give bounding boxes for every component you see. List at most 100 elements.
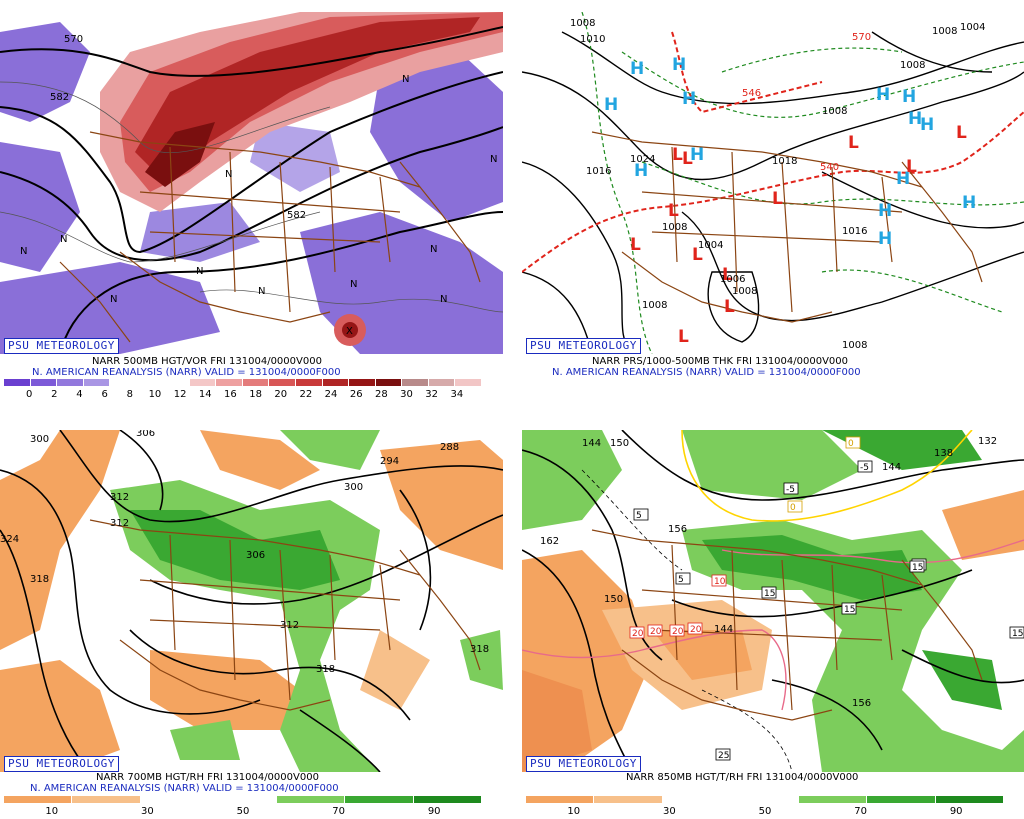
color-scale-labels: 10 30 50 70 90 xyxy=(526,806,1004,818)
temperature-label: 20 xyxy=(669,624,685,637)
color-scale-swatch xyxy=(163,379,190,386)
high-pressure-marker: H xyxy=(876,85,890,105)
color-scale-swatch xyxy=(83,379,111,386)
svg-text:-5: -5 xyxy=(786,485,795,495)
svg-text:20: 20 xyxy=(650,627,662,637)
map-subcaption: N. AMERICAN REANALYSIS (NARR) VALID = 13… xyxy=(552,367,861,378)
map-subcaption: N. AMERICAN REANALYSIS (NARR) VALID = 13… xyxy=(32,367,341,378)
temperature-label: 20 xyxy=(647,624,663,637)
vort-max-marker: N xyxy=(258,286,265,297)
color-scale-swatch xyxy=(208,796,278,803)
contour-label: 1008 xyxy=(900,60,925,71)
svg-text:15: 15 xyxy=(912,563,923,573)
contour-label: 582 xyxy=(287,210,306,221)
color-scale-label: 30 xyxy=(141,806,154,817)
vort-max-marker: X xyxy=(346,326,353,337)
contour-label: 570 xyxy=(64,34,83,45)
temperature-label: 15 xyxy=(841,602,857,615)
temperature-label: 5 xyxy=(633,508,649,521)
contour-label: 324 xyxy=(0,534,19,545)
color-scale-label: 50 xyxy=(236,806,250,817)
svg-text:0: 0 xyxy=(790,503,796,513)
color-scale-label: 28 xyxy=(374,389,388,400)
high-pressure-marker: H xyxy=(908,109,922,129)
contour-label: 582 xyxy=(50,92,69,103)
contour-label: 1008 xyxy=(842,340,867,351)
low-pressure-marker: L xyxy=(682,149,693,169)
contour-label: 144 xyxy=(882,462,901,473)
low-pressure-marker: L xyxy=(672,145,683,165)
color-scale-label: 12 xyxy=(173,389,187,400)
contour-label: 546 xyxy=(742,88,761,99)
color-scale-label: 26 xyxy=(349,389,363,400)
high-pressure-marker: H xyxy=(682,89,696,109)
color-scale-swatch xyxy=(867,796,936,803)
low-pressure-marker: L xyxy=(668,201,679,221)
contour-label: 300 xyxy=(30,434,49,445)
color-scale-label: 0 xyxy=(25,389,33,400)
low-pressure-marker: L xyxy=(906,157,917,177)
contour-label: 150 xyxy=(604,594,623,605)
color-scale-swatch xyxy=(242,379,270,386)
color-scale-swatch xyxy=(402,379,429,386)
high-pressure-marker: H xyxy=(604,95,618,115)
contour-label: 1016 xyxy=(586,166,611,177)
svg-text:20: 20 xyxy=(672,627,684,637)
high-pressure-marker: H xyxy=(902,87,916,107)
color-scale-labels: 0 2 4 6 8 10 12 14 16 18 20 22 24 26 28 30 32 34 xyxy=(4,389,482,401)
high-pressure-marker: H xyxy=(878,229,892,249)
contour-label: 132 xyxy=(978,436,997,447)
color-scale-swatch xyxy=(730,796,800,803)
map-caption: NARR 850MB HGT/T/RH FRI 131004/0000V000 xyxy=(626,772,859,783)
contour-label: 1008 xyxy=(642,300,667,311)
contour-label: 1008 xyxy=(932,26,957,37)
map-caption: NARR 500MB HGT/VOR FRI 131004/0000V000 xyxy=(92,356,322,367)
color-scale-swatch xyxy=(140,796,209,803)
color-scale-swatch xyxy=(345,796,414,803)
contour-label: 1008 xyxy=(570,18,595,29)
high-pressure-marker: H xyxy=(634,161,648,181)
color-scale-swatch xyxy=(349,379,376,386)
svg-text:0: 0 xyxy=(848,439,854,449)
contour-label: 138 xyxy=(934,448,953,459)
vort-max-marker: N xyxy=(350,279,357,290)
vort-max-marker: N xyxy=(225,169,232,180)
map-500mb-vorticity: 570 582 582 N N N N N N N N N N N X xyxy=(0,12,503,354)
contour-label: 1018 xyxy=(772,156,797,167)
temperature-label: 15 xyxy=(909,560,925,573)
map-caption: NARR PRS/1000-500MB THK FRI 131004/0000V… xyxy=(592,356,849,367)
high-pressure-marker: H xyxy=(878,201,892,221)
contour-label: 570 xyxy=(852,32,871,43)
panel-850mb-t-rh: 144 150 138 144 132 156 162 150 144 156 … xyxy=(522,430,1024,819)
contour-label: 312 xyxy=(280,620,299,631)
color-scale-label: 10 xyxy=(45,806,59,817)
temperature-label: 20 xyxy=(629,626,645,639)
contour-label: 156 xyxy=(852,698,871,709)
color-scale-label: 14 xyxy=(198,389,212,400)
color-scale-swatch xyxy=(136,379,164,386)
contour-label: 156 xyxy=(668,524,687,535)
vort-max-marker: N xyxy=(490,154,497,165)
low-pressure-marker: L xyxy=(692,245,703,265)
vort-max-marker: N xyxy=(20,246,27,257)
low-pressure-marker: L xyxy=(848,133,859,153)
color-scale xyxy=(4,379,482,386)
contour-label: 144 xyxy=(714,624,733,635)
svg-text:15: 15 xyxy=(1012,629,1023,639)
color-scale-swatch xyxy=(428,379,456,386)
contour-label: 1004 xyxy=(960,22,985,33)
low-pressure-marker: L xyxy=(678,327,689,347)
color-scale-label: 8 xyxy=(126,389,133,400)
color-scale-label: 34 xyxy=(450,389,464,400)
color-scale-swatch xyxy=(375,379,403,386)
temperature-label: 20 xyxy=(687,622,703,635)
color-scale-label: 30 xyxy=(663,806,676,817)
color-scale-label: 16 xyxy=(224,389,237,400)
contour-label: 294 xyxy=(380,456,399,467)
map-700mb-rh: 300 306 288 294 312 312 300 324 318 306 … xyxy=(0,430,503,772)
contour-label: 312 xyxy=(110,492,129,503)
svg-text:5: 5 xyxy=(636,511,642,521)
color-scale-swatch xyxy=(72,796,141,803)
high-pressure-marker: H xyxy=(672,55,686,75)
